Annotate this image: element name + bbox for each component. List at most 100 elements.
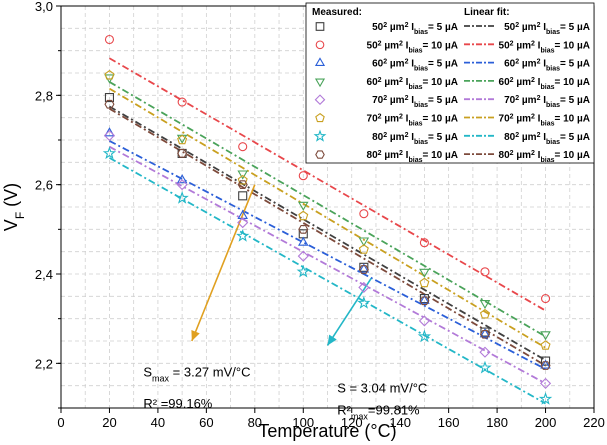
data-point-series-3 <box>419 294 430 304</box>
legend-sup: 2 <box>537 58 541 65</box>
legend-current: = 10 µA <box>422 150 458 161</box>
legend-sub: bias <box>414 29 428 36</box>
data-point-series-5 <box>539 377 552 390</box>
legend-label-measured-4: 602 µm2 Ibias= 10 µA <box>367 76 458 90</box>
legend-sup: 2 <box>399 150 403 157</box>
x-tick-label: 120 <box>341 415 363 430</box>
x-tick-label: 160 <box>438 415 460 430</box>
legend-unit: µm <box>514 114 532 125</box>
y-axis-label: VF (V) <box>1 183 27 231</box>
legend-sub: bias <box>540 83 554 90</box>
legend-label-measured-7: 802 µm2 Ibias= 5 µA <box>372 131 458 145</box>
legend-current: = 5 µA <box>428 59 458 70</box>
legend-current: = 10 µA <box>422 77 458 88</box>
legend-sub: bias <box>414 102 428 109</box>
legend-unit: µm <box>519 132 537 143</box>
legend-current: = 5 µA <box>560 59 590 70</box>
legend-unit: µm <box>519 22 537 33</box>
legend-size: 80 <box>367 150 379 161</box>
legend-box <box>305 2 595 164</box>
y-axis-label-unit: (V) <box>1 183 21 207</box>
data-point-series-8 <box>540 361 551 370</box>
annotation-arrowhead-1 <box>191 330 200 341</box>
data-point-series-4 <box>358 237 370 247</box>
data-point-series-2 <box>540 294 551 304</box>
legend-i: I <box>535 150 541 161</box>
data-point-series-2 <box>177 97 187 107</box>
legend-size: 50 <box>372 22 384 33</box>
annotation-1-line1: Smax = 3.27 mV/°C <box>143 365 250 384</box>
legend-sup: 2 <box>531 40 535 47</box>
legend-unit: µm <box>382 114 400 125</box>
data-point-series-5 <box>479 346 491 358</box>
legend-size: 70 <box>499 114 511 125</box>
legend-sup: 2 <box>515 58 519 65</box>
annotation-arrows <box>191 184 372 346</box>
data-point-series-3 <box>540 359 551 369</box>
data-point-series-6 <box>104 69 115 80</box>
legend-title-measured: Measured: <box>312 7 362 18</box>
fit-line-series-7 <box>109 157 546 405</box>
legend-i: I <box>540 22 546 33</box>
legend-sup: 2 <box>383 58 387 65</box>
legend-sup: 2 <box>510 113 514 120</box>
legend-current: = 5 µA <box>428 132 458 143</box>
legend-i: I <box>408 59 414 70</box>
fit-line-series-8 <box>108 107 547 367</box>
data-point-series-7 <box>538 392 553 405</box>
data-point-series-2 <box>298 171 308 181</box>
legend-size: 80 <box>499 150 511 161</box>
annotation-text: Smax = 3.27 mV/°C R² =99.16% S = 3.04 mV/°… <box>143 365 427 422</box>
annotation-2-line2: R²max=99.81% <box>337 403 420 422</box>
legend-current: = 10 µA <box>422 114 458 125</box>
data-point-series-5 <box>103 129 116 142</box>
data-point-series-7 <box>357 295 371 309</box>
legend-sup: 2 <box>537 131 541 138</box>
annotation-text: = 3.27 mV/°C <box>169 365 250 380</box>
data-point-series-7 <box>478 360 492 374</box>
legend-sup: 2 <box>405 95 409 102</box>
fit-line-series-2 <box>109 57 546 312</box>
legend-i: I <box>408 95 414 106</box>
legend-marker-1 <box>315 22 325 31</box>
legend-i: I <box>540 95 546 106</box>
annotation-arrow-2 <box>326 278 372 346</box>
y-tick-label: 2,4 <box>35 267 53 282</box>
data-point-series-6 <box>479 308 490 319</box>
legend-label-fit-6: 702 µm2 Ibias= 10 µA <box>499 113 590 127</box>
legend-sup: 2 <box>399 76 403 83</box>
legend-sup: 2 <box>405 22 409 29</box>
legend-current: = 5 µA <box>560 95 590 106</box>
annotation-text: S <box>143 365 152 380</box>
legend-sup: 2 <box>378 76 382 83</box>
legend-label-measured-8: 802 µm2 Ibias= 10 µA <box>367 150 458 164</box>
legend-sub: bias <box>414 65 428 72</box>
data-point-series-5 <box>237 217 249 229</box>
legend-current: = 5 µA <box>428 95 458 106</box>
legend-label-fit-4: 602 µm2 Ibias= 10 µA <box>499 76 590 90</box>
legend-label-fit-1: 502 µm2 Ibias= 5 µA <box>504 22 590 36</box>
legend-sup: 2 <box>510 76 514 83</box>
data-point-series-3 <box>297 236 309 246</box>
data-point-series-6 <box>419 277 430 288</box>
data-point-series-2 <box>480 267 490 277</box>
legend-unit: µm <box>514 150 532 161</box>
legend-size: 70 <box>372 95 384 106</box>
legend-sup: 2 <box>405 58 409 65</box>
legend-sub: bias <box>546 138 560 145</box>
data-point-series-7 <box>102 146 117 160</box>
annotation-text: R² <box>337 403 351 418</box>
data-point-series-8 <box>358 265 369 274</box>
legend-unit: µm <box>514 40 532 51</box>
data-point-series-5 <box>176 179 188 191</box>
legend-sup: 2 <box>515 131 519 138</box>
legend-sub: bias <box>540 157 554 164</box>
legend-current: = 5 µA <box>560 132 590 143</box>
legend-unit: µm <box>519 95 537 106</box>
data-point-series-3 <box>358 263 370 273</box>
data-point-series-8 <box>419 296 430 306</box>
data-point-series-1 <box>104 93 114 103</box>
y-tick-label: 3,0 <box>35 0 53 14</box>
annotation-2-line1: S = 3.04 mV/°C <box>337 380 427 395</box>
legend-sup: 2 <box>531 76 535 83</box>
